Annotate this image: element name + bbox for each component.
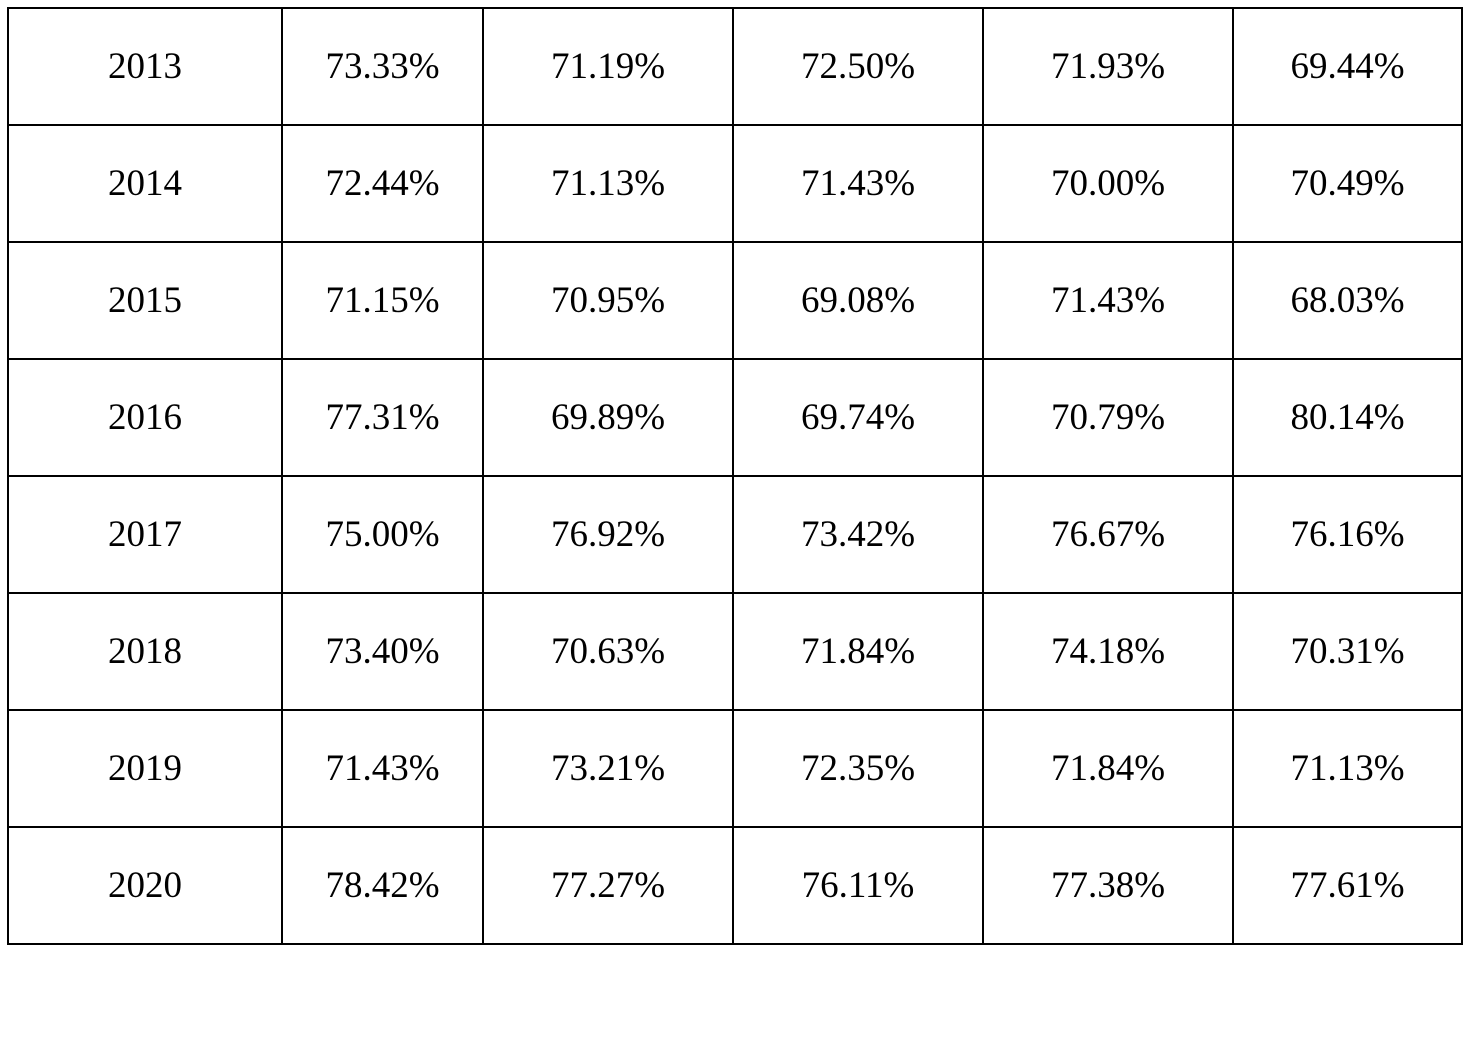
value-cell: 71.43% [281, 709, 484, 828]
value-cell: 76.92% [482, 475, 734, 594]
value-cell: 71.19% [482, 7, 734, 126]
value-cell: 71.13% [1232, 709, 1463, 828]
value-cell: 70.31% [1232, 592, 1463, 711]
value-cell: 71.13% [482, 124, 734, 243]
value-cell: 77.38% [982, 826, 1234, 945]
year-cell: 2016 [7, 358, 283, 477]
value-cell: 76.16% [1232, 475, 1463, 594]
value-cell: 70.95% [482, 241, 734, 360]
year-cell: 2020 [7, 826, 283, 945]
value-cell: 71.84% [732, 592, 984, 711]
table-row: 2018 73.40% 70.63% 71.84% 74.18% 70.31% [7, 592, 1463, 711]
value-cell: 73.33% [281, 7, 484, 126]
value-cell: 70.49% [1232, 124, 1463, 243]
table-body: 2013 73.33% 71.19% 72.50% 71.93% 69.44% … [7, 7, 1463, 945]
table-row: 2017 75.00% 76.92% 73.42% 76.67% 76.16% [7, 475, 1463, 594]
table-row: 2014 72.44% 71.13% 71.43% 70.00% 70.49% [7, 124, 1463, 243]
year-cell: 2018 [7, 592, 283, 711]
value-cell: 72.35% [732, 709, 984, 828]
value-cell: 75.00% [281, 475, 484, 594]
value-cell: 69.89% [482, 358, 734, 477]
value-cell: 73.21% [482, 709, 734, 828]
value-cell: 71.93% [982, 7, 1234, 126]
value-cell: 72.44% [281, 124, 484, 243]
value-cell: 74.18% [982, 592, 1234, 711]
table-row: 2020 78.42% 77.27% 76.11% 77.38% 77.61% [7, 826, 1463, 945]
value-cell: 80.14% [1232, 358, 1463, 477]
value-cell: 77.27% [482, 826, 734, 945]
table-row: 2016 77.31% 69.89% 69.74% 70.79% 80.14% [7, 358, 1463, 477]
value-cell: 73.40% [281, 592, 484, 711]
value-cell: 70.79% [982, 358, 1234, 477]
value-cell: 71.43% [982, 241, 1234, 360]
table-row: 2019 71.43% 73.21% 72.35% 71.84% 71.13% [7, 709, 1463, 828]
value-cell: 76.67% [982, 475, 1234, 594]
value-cell: 68.03% [1232, 241, 1463, 360]
year-cell: 2015 [7, 241, 283, 360]
value-cell: 78.42% [281, 826, 484, 945]
year-cell: 2013 [7, 7, 283, 126]
value-cell: 77.61% [1232, 826, 1463, 945]
value-cell: 70.00% [982, 124, 1234, 243]
value-cell: 69.44% [1232, 7, 1463, 126]
data-table: 2013 73.33% 71.19% 72.50% 71.93% 69.44% … [7, 7, 1463, 945]
year-cell: 2017 [7, 475, 283, 594]
value-cell: 72.50% [732, 7, 984, 126]
table-row: 2013 73.33% 71.19% 72.50% 71.93% 69.44% [7, 7, 1463, 126]
value-cell: 71.84% [982, 709, 1234, 828]
value-cell: 70.63% [482, 592, 734, 711]
value-cell: 76.11% [732, 826, 984, 945]
value-cell: 73.42% [732, 475, 984, 594]
year-cell: 2019 [7, 709, 283, 828]
value-cell: 71.15% [281, 241, 484, 360]
table-container: 2013 73.33% 71.19% 72.50% 71.93% 69.44% … [7, 7, 1463, 945]
table-row: 2015 71.15% 70.95% 69.08% 71.43% 68.03% [7, 241, 1463, 360]
value-cell: 71.43% [732, 124, 984, 243]
value-cell: 69.74% [732, 358, 984, 477]
value-cell: 77.31% [281, 358, 484, 477]
value-cell: 69.08% [732, 241, 984, 360]
year-cell: 2014 [7, 124, 283, 243]
